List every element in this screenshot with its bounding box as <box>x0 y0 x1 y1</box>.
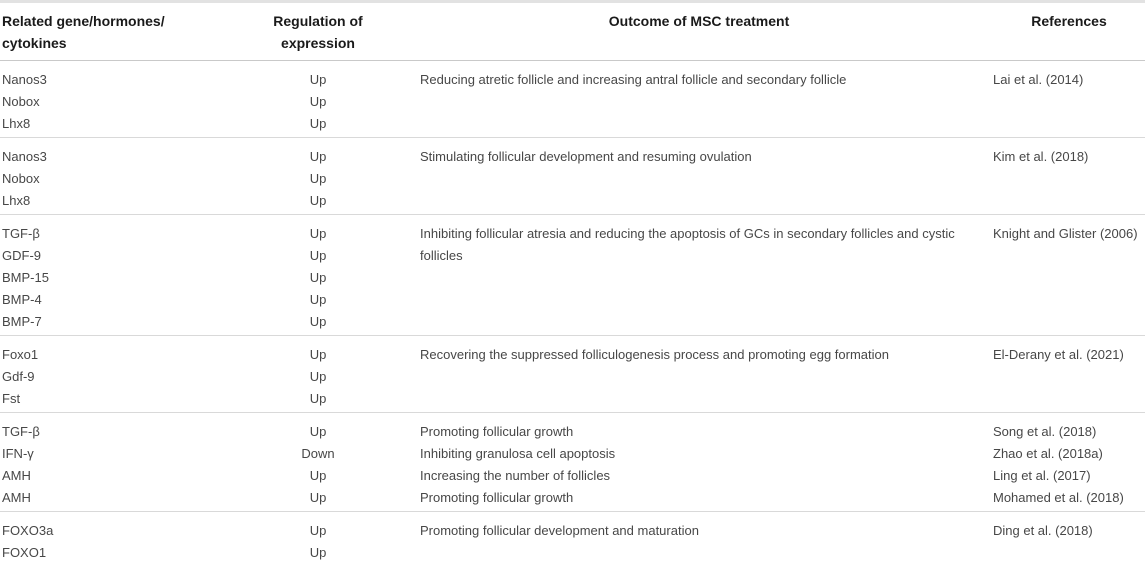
regulation-cell: Up Up Up <box>309 72 327 131</box>
table-row: FOXO3a FOXO1 Up Up Promoting follicular de… <box>0 512 1145 562</box>
table-row: Foxo1 Gdf-9 Fst Up Up Up Recovering the su… <box>0 336 1145 413</box>
table-row-group: TGF-β GDF-9 BMP-15 BMP-4 BMP-7 Up Up Up U… <box>0 214 1145 336</box>
references-cell: Lai et al. (2014) <box>993 72 1084 87</box>
outcome-cell: Reducing atretic follicle and increasing… <box>420 72 847 87</box>
references-cell: Song et al. (2018) Zhao et al. (2018a) L… <box>993 424 1124 505</box>
regulation-cell: Up Down Up Up <box>301 424 335 505</box>
references-cell: Knight and Glister (2006) <box>993 226 1138 241</box>
outcome-cell: Recovering the suppressed folliculogenes… <box>420 347 889 362</box>
outcome-cell: Inhibiting follicular atresia and reduci… <box>420 226 955 263</box>
regulation-cell: Up Up Up Up Up <box>309 226 327 329</box>
genes-cell: TGF-β GDF-9 BMP-15 BMP-4 BMP-7 <box>2 226 49 329</box>
table-row-group: Foxo1 Gdf-9 Fst Up Up Up Recovering the su… <box>0 335 1145 413</box>
references-cell: El-Derany et al. (2021) <box>993 347 1124 362</box>
regulation-cell: Up Up Up <box>309 347 327 406</box>
references-cell: Ding et al. (2018) <box>993 523 1093 538</box>
table-row: TGF-β IFN-γ AMH AMH Up Down Up Up Promotin… <box>0 413 1145 512</box>
table-row: Nanos3 Nobox Lhx8 Up Up Up Reducing atreti… <box>0 61 1145 138</box>
table-header: Related gene/hormones/ cytokines Regulat… <box>0 1 1145 61</box>
outcome-cell: Promoting follicular development and mat… <box>420 523 699 538</box>
genes-cell: Foxo1 Gdf-9 Fst <box>2 347 39 406</box>
regulation-cell: Up Up Up <box>309 149 327 208</box>
table-row-group: TGF-β IFN-γ AMH AMH Up Down Up Up Promotin… <box>0 412 1145 512</box>
outcome-cell: Stimulating follicular development and r… <box>420 149 752 164</box>
table-row: Nanos3 Nobox Lhx8 Up Up Up Stimulating fol… <box>0 138 1145 215</box>
genes-cell: Nanos3 Nobox Lhx8 <box>2 149 47 208</box>
table-row: TGF-β GDF-9 BMP-15 BMP-4 BMP-7 Up Up Up U… <box>0 215 1145 336</box>
column-header-outcome: Outcome of MSC treatment <box>370 1 978 61</box>
column-header-regulation: Regulation of expression <box>266 1 370 61</box>
table-row-group: FOXO3a FOXO1 Up Up Promoting follicular de… <box>0 511 1145 562</box>
column-header-references: References <box>978 1 1145 61</box>
table-row-group: Nanos3 Nobox Lhx8 Up Up Up Stimulating fol… <box>0 137 1145 215</box>
references-cell: Kim et al. (2018) <box>993 149 1089 164</box>
genes-cell: FOXO3a FOXO1 <box>2 523 54 560</box>
table-header-row: Related gene/hormones/ cytokines Regulat… <box>0 1 1145 61</box>
outcome-cell: Promoting follicular growth Inhibiting g… <box>420 424 616 505</box>
column-header-genes: Related gene/hormones/ cytokines <box>0 1 266 61</box>
genes-cell: TGF-β IFN-γ AMH AMH <box>2 424 40 505</box>
table-row-group: Nanos3 Nobox Lhx8 Up Up Up Reducing atreti… <box>0 60 1145 138</box>
regulation-cell: Up Up <box>309 523 327 560</box>
genes-cell: Nanos3 Nobox Lhx8 <box>2 72 47 131</box>
